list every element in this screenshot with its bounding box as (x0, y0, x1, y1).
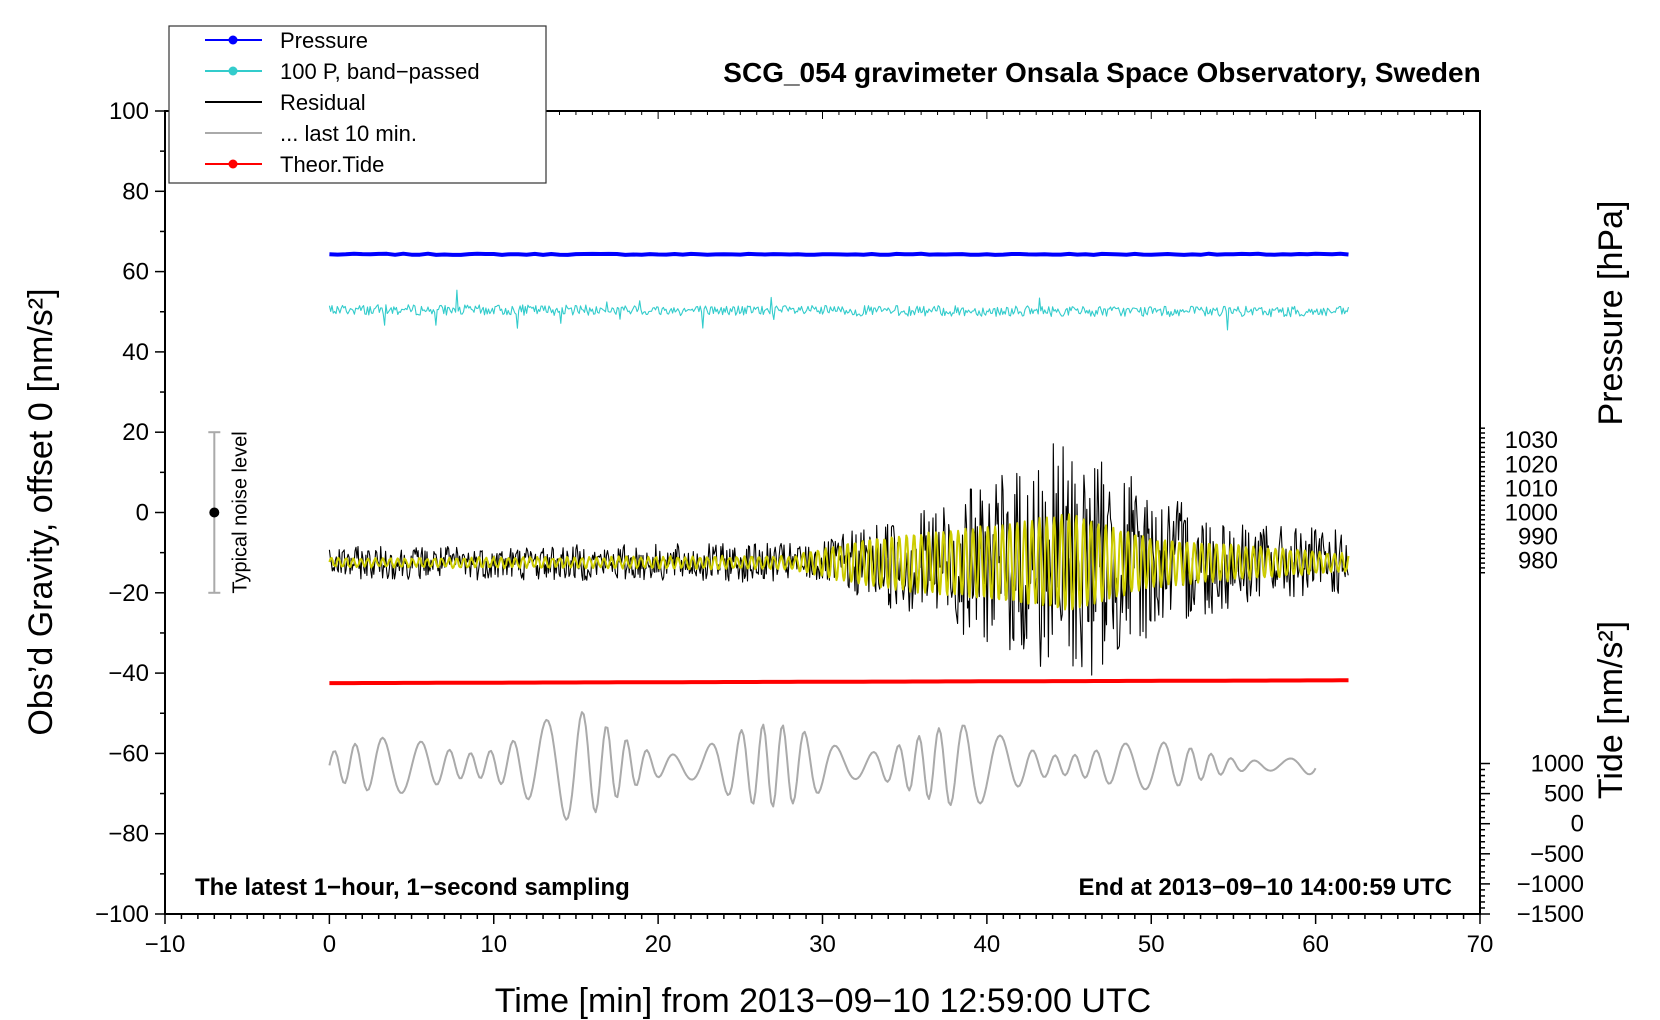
series-last-10-min (328, 711, 1317, 821)
pressure-tick-label: 1030 (1505, 427, 1558, 454)
legend: Pressure 100 P, band−passed Residual ... la… (168, 25, 547, 184)
legend-label: Pressure (280, 28, 368, 53)
pressure-tick-label: 1020 (1505, 451, 1558, 478)
legend-label: Residual (280, 90, 366, 115)
x-tick-label: 0 (323, 931, 336, 958)
tide-tick-label: −1000 (1517, 871, 1584, 898)
annotation-right: End at 2013−09−10 14:00:59 UTC (1078, 874, 1452, 901)
y-axis-title-pressure: Pressure [hPa] (1592, 201, 1630, 426)
tide-tick-label: −1500 (1517, 901, 1584, 928)
legend-label: 100 P, band−passed (280, 59, 480, 84)
pressure-tick-label: 990 (1518, 524, 1558, 551)
y-tick-label: −40 (108, 660, 149, 687)
x-axis: −10 0 10 20 30 40 50 60 70 (145, 111, 1494, 958)
legend-marker (228, 66, 238, 76)
x-tick-label: 40 (974, 931, 1001, 958)
y-axis-title-left: Obs’d Gravity, offset 0 [nm/s²] (22, 288, 60, 735)
pressure-tick-label: 980 (1518, 548, 1558, 575)
noise-indicator: Typical noise level (208, 431, 251, 594)
x-axis-title: Time [min] from 2013−09−10 12:59:00 UTC (495, 982, 1151, 1020)
series-100-p-band-passed (328, 289, 1350, 331)
y-tick-label: −100 (95, 901, 149, 928)
x-tick-label: 60 (1302, 931, 1329, 958)
annotation-left: The latest 1−hour, 1−second sampling (195, 874, 630, 901)
pressure-tick-label: 1010 (1505, 475, 1558, 502)
x-tick-label: 50 (1138, 931, 1165, 958)
legend-box (168, 25, 547, 184)
y-tick-label: 0 (136, 500, 149, 527)
y-axis-title-left-text: Obs’d Gravity, offset 0 (22, 402, 60, 735)
tide-tick-label: −500 (1530, 841, 1584, 868)
x-tick-label: 10 (480, 931, 507, 958)
x-tick-label: 30 (809, 931, 836, 958)
plot-frame (164, 110, 1481, 915)
y-tick-label: 40 (122, 339, 149, 366)
y-tick-label: 20 (122, 419, 149, 446)
y-axis-left: −100 −80 −60 −40 −20 0 20 40 60 80 100 (95, 98, 165, 928)
chart-title: SCG_054 gravimeter Onsala Space Observat… (723, 57, 1480, 88)
tide-tick-label: 500 (1544, 781, 1584, 808)
legend-label: Theor.Tide (280, 152, 384, 177)
series-pressure (329, 251, 1349, 257)
noise-center-dot (209, 507, 220, 518)
series-layer (328, 251, 1350, 821)
tide-tick-label: 1000 (1531, 751, 1584, 778)
x-tick-label: 70 (1467, 931, 1494, 958)
series-residual-filtered (328, 513, 1350, 611)
legend-marker (228, 159, 238, 169)
y-tick-label: −80 (108, 821, 149, 848)
x-tick-label: −10 (145, 931, 186, 958)
x-tick-label: 20 (645, 931, 672, 958)
tide-tick-label: 0 (1571, 811, 1584, 838)
legend-label: ... last 10 min. (280, 121, 417, 146)
legend-marker (228, 35, 238, 45)
y-tick-label: −60 (108, 740, 149, 767)
y-axis-tide: −1500 −1000 −500 0 500 1000 (1480, 751, 1584, 928)
y-axis-title-tide: Tide [nm/s²] (1592, 621, 1630, 799)
series-theor-tide (329, 678, 1349, 686)
y-tick-label: 80 (122, 178, 149, 205)
y-tick-label: −20 (108, 580, 149, 607)
pressure-tick-label: 1000 (1505, 500, 1558, 527)
y-tick-label: 60 (122, 259, 149, 286)
y-axis-title-left-unit: [nm/s²] (22, 288, 60, 392)
y-tick-label: 100 (109, 98, 149, 125)
noise-label: Typical noise level (229, 431, 251, 593)
